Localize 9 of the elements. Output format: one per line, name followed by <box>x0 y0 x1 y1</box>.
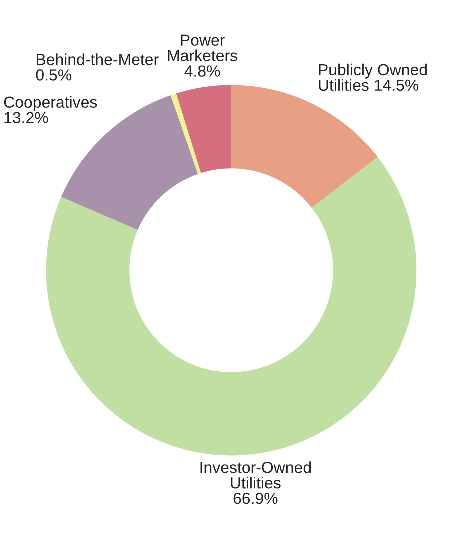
data-label: 66.9% <box>234 492 278 504</box>
data-label: 13.2% <box>4 112 48 124</box>
data-label: 0.5% <box>36 70 72 81</box>
slice-label: Behind-the-Meter <box>36 54 159 66</box>
slice-label: Publicly Owned Utilities 14.5% <box>319 64 427 92</box>
slice-label: Power Marketers <box>168 34 238 62</box>
slice-label: Cooperatives <box>4 96 98 112</box>
data-label: 4.8% <box>184 66 220 77</box>
slice-label: Investor-Owned Utilities <box>200 462 312 489</box>
